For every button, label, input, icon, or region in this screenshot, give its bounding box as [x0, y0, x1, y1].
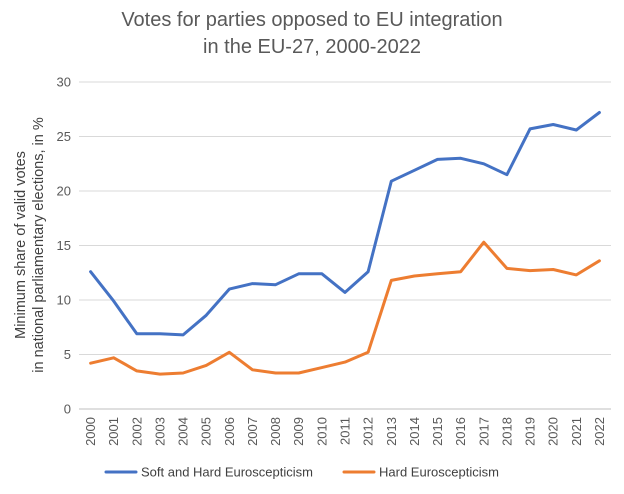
x-tick-label: 2019 — [523, 417, 538, 446]
series-line-hard — [89, 240, 601, 376]
y-tick-label: 5 — [64, 347, 71, 362]
x-tick-label: 2013 — [384, 417, 399, 446]
y-tick-label: 10 — [57, 293, 71, 308]
chart-title-line-1: Votes for parties opposed to EU integrat… — [121, 9, 502, 31]
x-tick-label: 2011 — [338, 417, 353, 445]
y-tick-label: 25 — [57, 129, 71, 144]
x-tick-label: 2000 — [83, 417, 98, 446]
gridlines — [79, 81, 611, 410]
x-axis-ticks: 2000 2001 2002 2003 2004 2005 2006 2007 2008 2009… — [83, 417, 607, 446]
x-tick-label: 2016 — [453, 417, 468, 446]
x-tick-label: 2018 — [499, 417, 514, 446]
y-tick-label: 30 — [57, 75, 71, 90]
y-tick-label: 0 — [64, 402, 71, 417]
x-tick-label: 2004 — [176, 417, 191, 446]
series-line-soft-and-hard — [89, 111, 601, 337]
series-lines — [89, 111, 601, 376]
x-tick-label: 2005 — [199, 417, 214, 446]
x-tick-label: 2002 — [129, 417, 144, 446]
x-tick-label: 2017 — [476, 417, 491, 446]
legend-label: Soft and Hard Euroscepticism — [141, 465, 313, 480]
chart-title: Votes for parties opposed to EU integrat… — [121, 9, 502, 58]
x-tick-label: 2008 — [268, 417, 283, 446]
x-tick-label: 2001 — [106, 417, 121, 446]
x-tick-label: 2022 — [592, 417, 607, 446]
chart-title-line-2: in the EU-27, 2000-2022 — [203, 36, 421, 58]
legend: Soft and Hard Euroscepticism Hard Eurosce… — [104, 465, 499, 480]
x-tick-label: 2020 — [546, 417, 561, 446]
x-tick-label: 2014 — [407, 417, 422, 446]
x-tick-label: 2021 — [569, 417, 584, 446]
x-tick-label: 2012 — [361, 417, 376, 446]
x-tick-label: 2007 — [245, 417, 260, 446]
y-axis-label-line-2: in national parliamentary elections, in … — [31, 117, 47, 373]
legend-label: Hard Euroscepticism — [379, 465, 499, 480]
y-axis-label: Minimum share of valid votes in national… — [13, 117, 47, 373]
x-tick-label: 2003 — [152, 417, 167, 446]
y-tick-label: 20 — [57, 184, 71, 199]
y-axis-ticks: 0 5 10 15 20 25 30 — [57, 75, 71, 417]
y-axis-label-line-1: Minimum share of valid votes — [13, 151, 29, 339]
y-tick-label: 15 — [57, 238, 71, 253]
x-tick-label: 2010 — [314, 417, 329, 446]
x-tick-label: 2009 — [291, 417, 306, 446]
x-tick-label: 2015 — [430, 417, 445, 446]
x-tick-label: 2006 — [222, 417, 237, 446]
